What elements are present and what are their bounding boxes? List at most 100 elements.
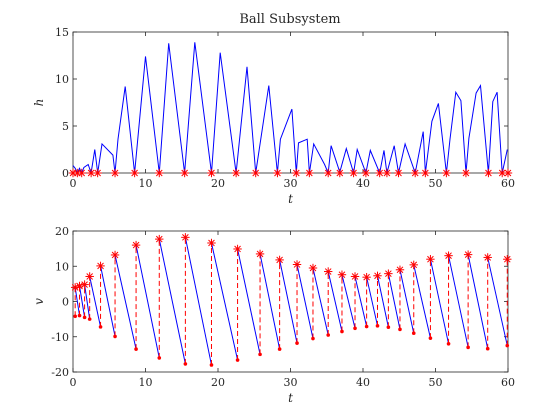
x-tick-label: 60 <box>501 376 515 389</box>
x-tick-label: 20 <box>211 177 225 190</box>
post-bounce-marker <box>96 261 105 271</box>
post-bounce-marker <box>384 269 393 278</box>
velocity-segment <box>399 269 415 334</box>
x-tick-label: 30 <box>284 376 298 389</box>
bounce-marker <box>324 168 333 178</box>
velocity-segment <box>366 277 378 326</box>
post-bounce-marker <box>324 267 333 276</box>
bounce-marker <box>484 168 493 178</box>
bounce-marker <box>461 168 471 178</box>
x-tick-label: 60 <box>501 177 515 190</box>
velocity-segment <box>312 267 329 336</box>
velocity-segment <box>84 284 91 320</box>
post-bounce-marker <box>275 255 284 265</box>
bounce-marker <box>231 168 241 178</box>
post-bounce-marker <box>80 280 89 289</box>
bounce-marker <box>335 168 344 178</box>
post-bounce-marker <box>362 272 371 282</box>
pre-bounce-point <box>466 345 470 350</box>
velocity-segment <box>237 248 261 355</box>
y-tick-label: 0 <box>62 296 69 309</box>
post-bounce-marker <box>350 272 360 281</box>
y-tick-label: 5 <box>62 120 69 133</box>
bounce-marker <box>273 168 282 178</box>
velocity-segment <box>377 275 389 328</box>
pre-bounce-point <box>157 356 162 360</box>
velocity-segment <box>354 276 368 327</box>
pre-bounce-point <box>364 324 369 329</box>
velocity-segment <box>429 259 450 344</box>
x-axis-label: t <box>288 391 293 405</box>
chart-title: Ball Subsystem <box>239 12 340 27</box>
x-axis-label: t <box>288 192 293 206</box>
post-bounce-marker <box>308 263 318 273</box>
x-tick-label: 20 <box>211 376 225 389</box>
bounce-marker <box>110 168 120 178</box>
pre-bounce-point <box>411 331 416 336</box>
velocity-segment <box>158 239 186 364</box>
axes-box <box>72 31 509 174</box>
x-tick-label: 40 <box>356 177 370 190</box>
velocity-segment <box>100 265 116 337</box>
y-tick-label: 15 <box>55 26 69 39</box>
bounce-marker <box>411 168 420 178</box>
bounce-marker <box>421 168 430 178</box>
pre-bounce-point <box>428 336 433 340</box>
bounce-marker <box>305 168 314 178</box>
velocity-segment <box>210 242 239 361</box>
pre-bounce-point <box>134 347 138 351</box>
height-line <box>72 42 508 175</box>
post-bounce-marker <box>444 251 453 260</box>
post-bounce-marker <box>255 249 265 259</box>
velocity-segment <box>296 264 314 339</box>
pre-bounce-point <box>353 326 357 331</box>
post-bounce-marker <box>181 233 190 242</box>
post-bounce-marker <box>155 234 164 244</box>
pre-bounce-point <box>295 341 299 345</box>
y-tick-label: 20 <box>55 225 69 238</box>
pre-bounce-point <box>73 314 77 319</box>
velocity-segment <box>259 253 281 350</box>
velocity-segment <box>89 276 102 327</box>
post-bounce-marker <box>463 250 473 259</box>
velocity-segment <box>184 237 212 366</box>
x-tick-label: 40 <box>356 376 370 389</box>
velocity-segment <box>487 257 508 346</box>
velocity-segment <box>467 254 489 349</box>
height-plot: 0 10 20 30 40 50 60 0 5 10 15 t h <box>32 26 515 206</box>
bounce-marker <box>375 168 384 178</box>
bounce-marker <box>349 168 358 178</box>
pre-bounce-point <box>183 362 188 366</box>
post-bounce-marker <box>395 265 405 274</box>
post-bounce-marker <box>503 255 512 264</box>
pre-bounce-point <box>82 315 87 320</box>
velocity-segment <box>79 285 86 318</box>
y-axis-label: v <box>32 298 46 305</box>
pre-bounce-point <box>113 334 117 339</box>
x-tick-label: 0 <box>70 177 77 190</box>
x-tick-label: 10 <box>139 177 153 190</box>
pre-bounce-point <box>98 325 103 329</box>
bounce-marker <box>207 168 216 178</box>
pre-bounce-point <box>485 346 490 351</box>
post-bounce-marker <box>292 260 302 269</box>
pre-bounce-point <box>209 363 214 367</box>
pre-bounce-point <box>277 347 282 351</box>
velocity-segment <box>448 255 469 348</box>
velocity-segment <box>74 287 81 316</box>
pre-bounce-point <box>311 336 315 341</box>
post-bounce-marker <box>207 238 216 248</box>
y-tick-label: 0 <box>62 167 69 180</box>
post-bounce-marker <box>337 270 347 279</box>
velocity-segment <box>341 274 356 329</box>
y-axis-label: h <box>32 99 46 107</box>
post-bounce-marker <box>70 283 80 292</box>
axes-box <box>72 230 509 373</box>
pre-bounce-point <box>87 317 92 321</box>
pre-bounce-point <box>326 333 331 337</box>
post-bounce-marker <box>373 271 382 280</box>
x-tick-label: 50 <box>429 376 443 389</box>
bounce-marker <box>93 168 102 178</box>
velocity-segment <box>114 254 137 350</box>
